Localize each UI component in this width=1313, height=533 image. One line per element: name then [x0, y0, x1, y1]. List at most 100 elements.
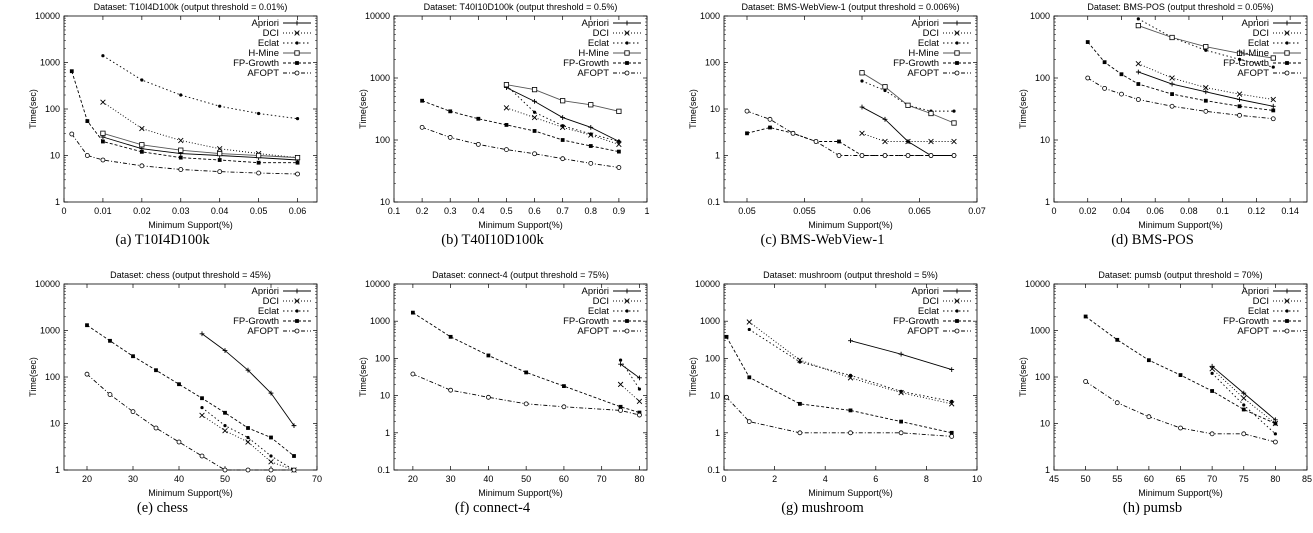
data-point — [1085, 40, 1090, 44]
x-tick-label: 20 — [408, 474, 418, 484]
data-point — [84, 371, 90, 377]
data-point — [246, 426, 250, 430]
y-tick-label: 10 — [380, 391, 390, 401]
data-point — [503, 105, 510, 111]
legend-marker — [954, 328, 960, 334]
data-point — [1114, 400, 1120, 406]
legend-label: FP-Growth — [893, 58, 939, 69]
data-point — [745, 131, 749, 136]
data-point — [928, 138, 934, 145]
legend-marker — [624, 70, 630, 76]
data-point — [899, 389, 903, 393]
y-tick-label: 1 — [1045, 197, 1050, 207]
data-point — [1273, 432, 1277, 436]
data-point — [1237, 104, 1242, 109]
chart-panel: Dataset: T40I10D100k (output threshold =… — [330, 0, 655, 260]
data-point — [617, 139, 621, 143]
y-tick-label: 10000 — [695, 279, 720, 289]
data-point — [256, 170, 262, 176]
data-point — [139, 149, 144, 154]
data-point — [562, 384, 566, 389]
x-tick-label: 1 — [644, 206, 649, 216]
data-point — [928, 153, 934, 158]
x-tick-label: 0.02 — [133, 206, 151, 216]
legend-label: FP-Growth — [1223, 316, 1269, 327]
data-point — [1169, 75, 1175, 81]
data-point — [295, 117, 300, 121]
data-point — [107, 392, 113, 397]
data-point — [1203, 89, 1209, 95]
x-tick-label: 75 — [1239, 474, 1249, 484]
x-tick-label: 40 — [483, 474, 493, 484]
data-point — [798, 401, 802, 406]
chart-panel: Dataset: T10I4D100k (output threshold = … — [0, 0, 325, 260]
data-point — [1271, 108, 1276, 113]
legend-marker — [954, 288, 960, 294]
legend-marker — [1285, 61, 1289, 65]
plot-frame — [1053, 283, 1308, 471]
data-point — [1241, 390, 1247, 396]
data-point — [532, 110, 537, 114]
data-point — [847, 375, 854, 381]
data-point — [256, 160, 261, 165]
legend-label: DCI — [923, 296, 939, 307]
data-point — [952, 109, 956, 113]
series-line-afopt — [86, 373, 294, 471]
chart-svg: Dataset: BMS-WebView-1 (output threshold… — [688, 2, 986, 230]
data-point — [177, 382, 181, 387]
data-point — [1209, 431, 1215, 437]
legend-label: Eclat — [258, 38, 279, 49]
data-point — [588, 124, 594, 130]
y-tick-label: 100 — [375, 353, 390, 363]
series-h-mine — [1135, 23, 1276, 61]
data-point — [1242, 403, 1246, 407]
data-point — [100, 157, 106, 163]
legend-label: Apriori — [582, 286, 609, 297]
data-point — [588, 144, 593, 148]
x-tick-label: 70 — [1207, 474, 1217, 484]
series-eclat — [200, 405, 296, 472]
legend-label: AFOPT — [577, 68, 609, 79]
legend-label: Apriori — [912, 18, 939, 29]
x-tick-label: 50 — [1081, 474, 1091, 484]
data-point — [69, 69, 74, 74]
data-point — [860, 79, 864, 83]
data-point — [836, 153, 842, 158]
data-point — [217, 158, 222, 162]
plot-frame — [393, 15, 648, 203]
data-point — [503, 82, 510, 88]
plot-frame — [723, 15, 978, 203]
legend-marker — [294, 30, 300, 36]
x-axis-label: Minimum Support(%) — [1138, 488, 1223, 498]
data-point — [475, 141, 481, 147]
data-point — [949, 430, 954, 435]
data-point — [1135, 69, 1141, 75]
series-fp-growth — [410, 310, 642, 415]
legend-label: AFOPT — [577, 326, 609, 337]
legend-marker — [1284, 30, 1290, 36]
data-point — [222, 348, 228, 353]
legend-marker — [294, 328, 300, 334]
x-tick-label: 55 — [1112, 474, 1122, 484]
chart-svg: Dataset: T40I10D100k (output threshold =… — [358, 2, 650, 230]
data-point — [295, 160, 300, 165]
data-point — [560, 138, 565, 142]
legend-label: FP-Growth — [563, 58, 609, 69]
y-tick-label: 1000 — [40, 326, 60, 336]
data-point — [898, 430, 904, 436]
x-tick-label: 6 — [873, 474, 878, 484]
y-tick-label: 1000 — [700, 316, 720, 326]
data-point — [245, 367, 251, 373]
legend-marker — [1284, 288, 1290, 294]
x-tick-label: 0 — [61, 206, 66, 216]
y-tick-label: 0.1 — [707, 197, 720, 207]
series-apriori — [1209, 363, 1278, 423]
data-point — [200, 405, 204, 410]
data-point — [746, 419, 752, 425]
x-tick-label: 20 — [82, 474, 92, 484]
data-point — [1273, 421, 1278, 426]
series-afopt — [744, 108, 957, 158]
series-afopt — [69, 131, 300, 177]
